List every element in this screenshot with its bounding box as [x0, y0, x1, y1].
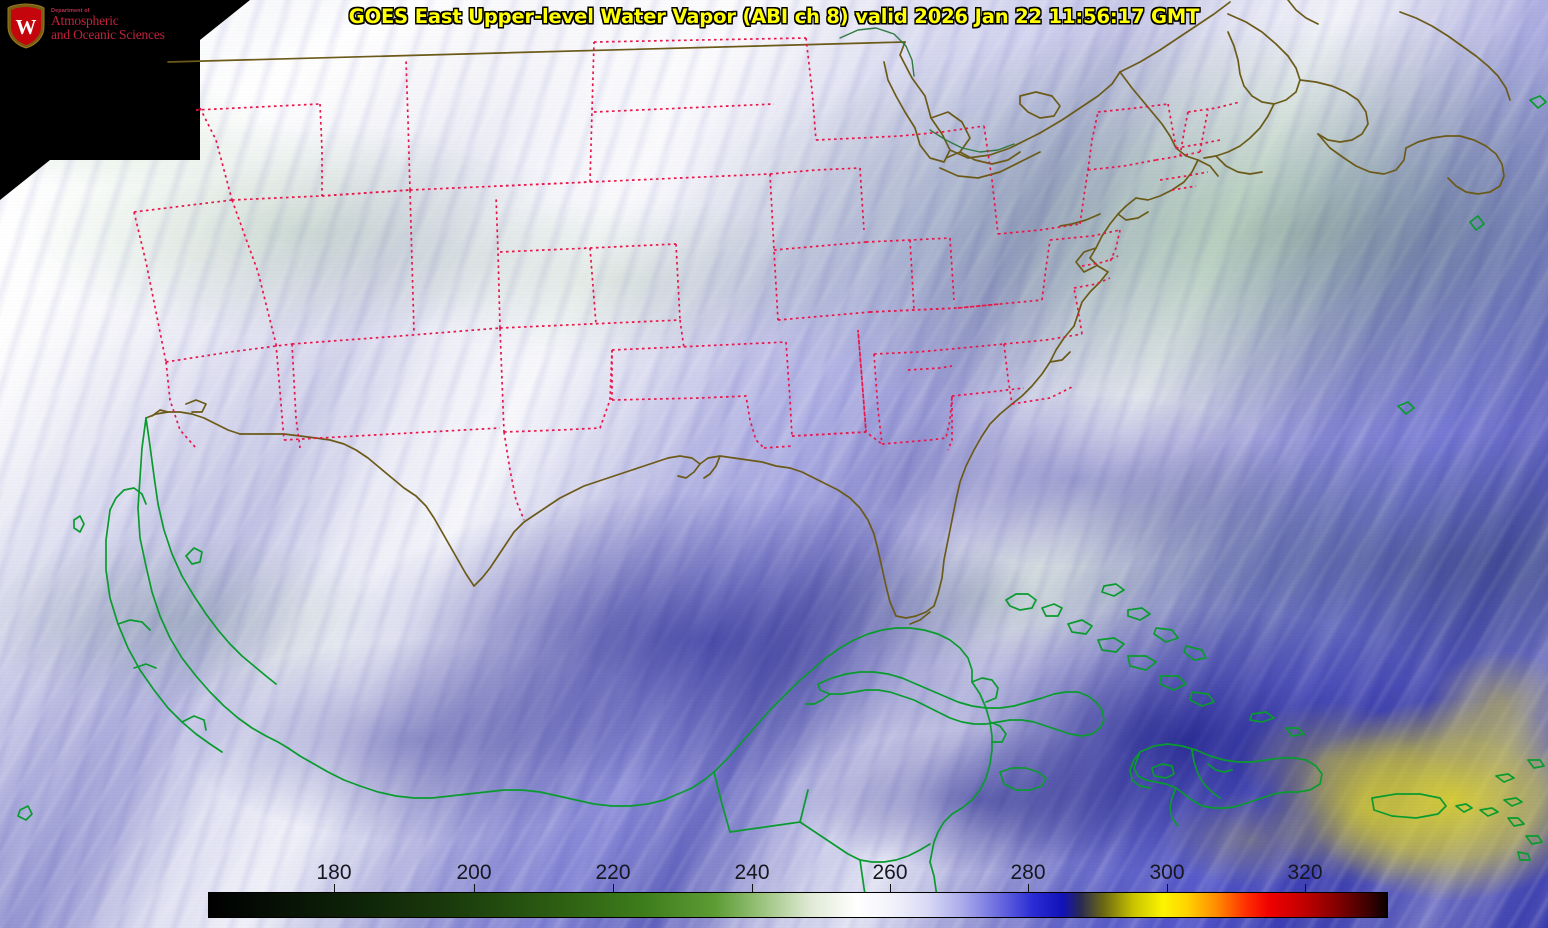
- colorbar-tick-label: 240: [734, 861, 770, 884]
- svg-text:W: W: [16, 15, 37, 39]
- colorbar-tick-label: 220: [595, 861, 631, 884]
- colorbar-tick-label: 280: [1010, 861, 1046, 884]
- uw-aos-logo: W Department of Atmospheric and Oceanic …: [0, 0, 175, 52]
- logo-text-block: Department of Atmospheric and Oceanic Sc…: [51, 7, 165, 43]
- logo-line-1: Atmospheric: [51, 13, 119, 29]
- colorbar: 180 200 220 240 260 280 300 320: [208, 861, 1388, 918]
- state-border-paths: [133, 37, 1241, 521]
- colorbar-tick: [1167, 884, 1168, 892]
- colorbar-tick-label: 200: [456, 861, 492, 884]
- colorbar-tick-label: 300: [1149, 861, 1185, 884]
- colorbar-tick: [890, 884, 891, 892]
- colorbar-tick: [1305, 884, 1306, 892]
- great-lakes-shoreline: [839, 27, 1015, 153]
- coastline-paths: [145, 0, 1511, 625]
- colorbar-tick-label: 260: [872, 861, 908, 884]
- logo-department-line: Department of: [51, 7, 90, 14]
- colorbar-tick: [334, 884, 335, 892]
- colorbar-tick: [1028, 884, 1029, 892]
- colorbar-tick: [474, 884, 475, 892]
- colorbar-tick: [613, 884, 614, 892]
- colorbar-tick: [752, 884, 753, 892]
- logo-line-2: and Oceanic Sciences: [51, 27, 165, 43]
- colorbar-tick-label: 320: [1287, 861, 1323, 884]
- colorbar-gradient: [208, 892, 1388, 918]
- colorbar-tick-label: 180: [316, 861, 352, 884]
- uw-crest-icon: W: [7, 2, 45, 49]
- international-border-paths: [17, 95, 1547, 905]
